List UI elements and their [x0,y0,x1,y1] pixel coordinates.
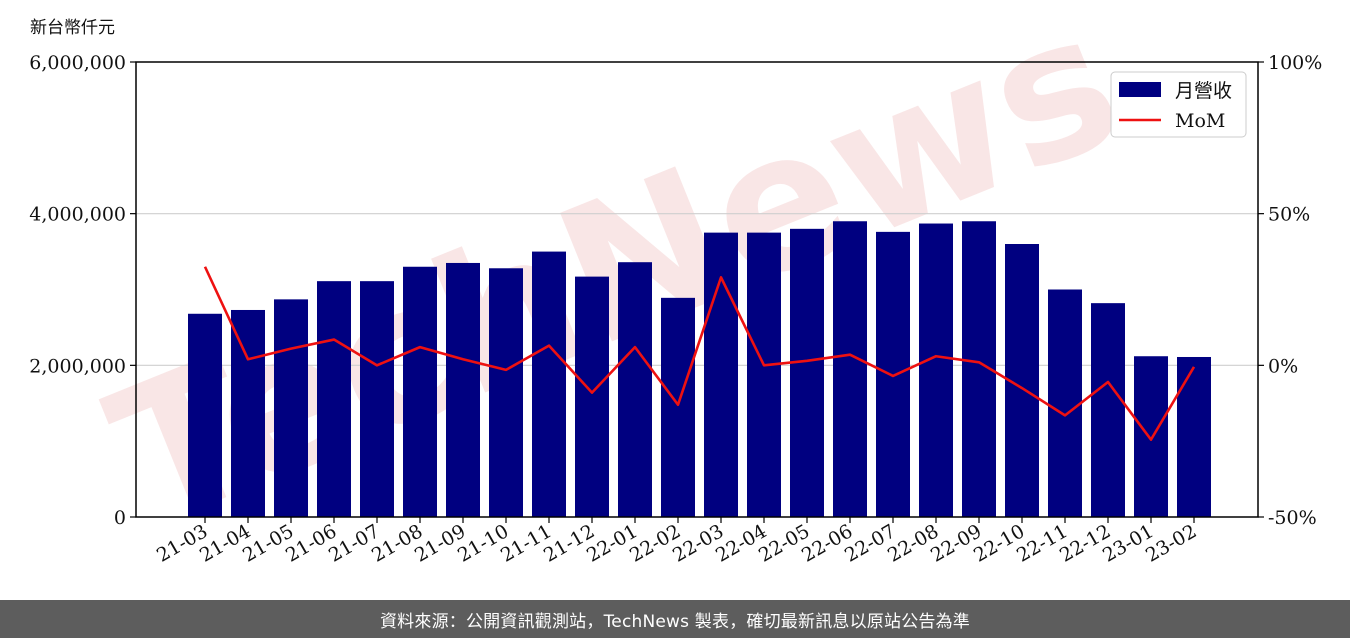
y-left-tick-label: 4,000,000 [29,204,126,226]
mom-line-series [203,266,1196,441]
bar [1048,289,1082,517]
bar [790,228,824,518]
bar [231,309,265,517]
bar [489,268,523,517]
bar [446,262,480,517]
legend-swatch-bar [1119,82,1161,97]
y-left-tick-label: 6,000,000 [29,52,126,74]
bar [360,281,394,517]
bar [274,299,308,517]
bar-series [188,221,1211,518]
y-right-tick-label: 0% [1268,355,1298,377]
bar [876,231,910,517]
y-left-tick-label: 2,000,000 [29,355,126,377]
chart: TechNews 02,000,0004,000,0006,000,000-50… [29,0,1322,570]
bar [704,232,738,517]
bar [1134,356,1168,517]
plot-frame [135,61,1259,518]
y-left-tick-label: 0 [114,507,126,529]
bar [833,221,867,517]
bar [661,297,695,517]
x-tick-label: 23-02 [1142,520,1200,566]
bar [403,266,437,517]
y-right-tick-label: 100% [1268,52,1322,74]
bar [188,313,222,517]
footer-text: 資料來源：公開資訊觀測站，TechNews 製表，確切最新訊息以原站公告為準 [379,611,970,632]
bar [1177,356,1211,517]
legend-label-line: MoM [1175,110,1225,132]
bar [747,232,781,517]
legend: 月營收 MoM [1110,71,1247,138]
bar [575,276,609,517]
source-footer: 資料來源：公開資訊觀測站，TechNews 製表，確切最新訊息以原站公告為準 [0,600,1350,638]
bar [532,251,566,518]
bar [317,281,351,517]
bar [1091,303,1125,517]
mom-line [203,266,1196,441]
left-axis-unit: 新台幣仟元 [30,18,115,38]
y-right-tick-label: -50% [1268,507,1317,529]
y-right-tick-label: 50% [1268,204,1310,226]
bar [618,262,652,517]
legend-label-bar: 月營收 [1175,80,1232,102]
bar [919,223,953,517]
